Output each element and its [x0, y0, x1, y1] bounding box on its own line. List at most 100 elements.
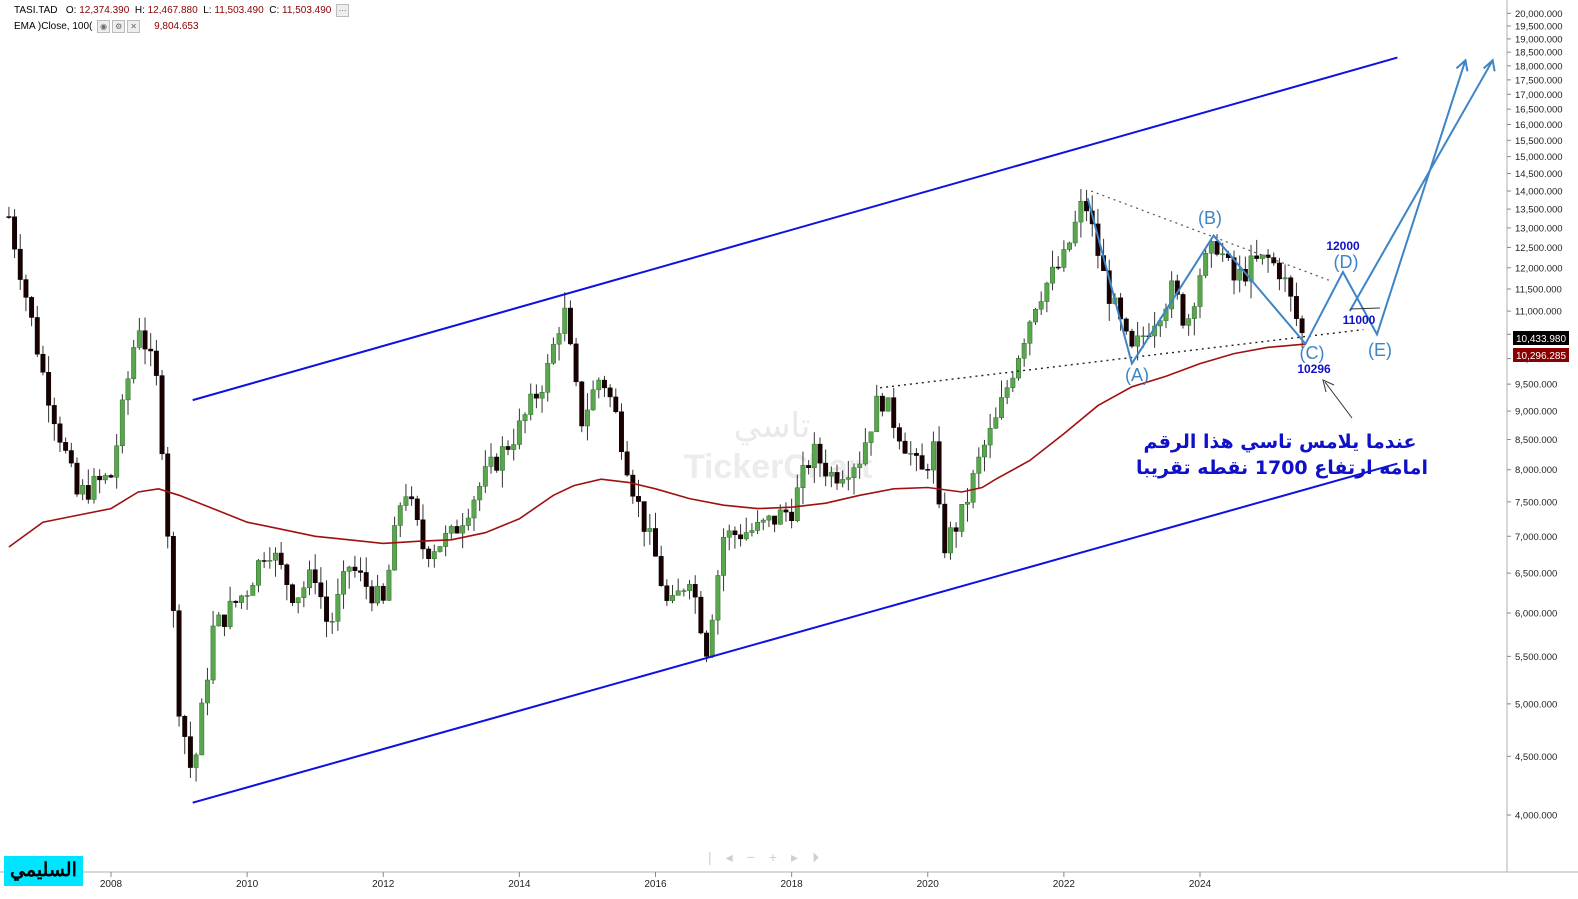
candle-body: [670, 595, 675, 601]
candle-body: [930, 441, 936, 471]
chart-navigation[interactable]: |◂−+▸⏵: [708, 849, 833, 866]
candle-body: [1231, 257, 1237, 281]
candle-body: [743, 532, 749, 540]
candle-body: [1203, 252, 1209, 276]
candle-body: [766, 515, 772, 521]
candle-body: [1135, 335, 1141, 347]
candle-body: [465, 517, 471, 526]
candle-body: [227, 600, 233, 627]
wave-label-e: (E): [1368, 340, 1392, 360]
candle-body: [1129, 330, 1135, 347]
candle-body: [335, 593, 341, 622]
candle-body: [1010, 377, 1016, 388]
time-tick-label: 2022: [1053, 879, 1076, 890]
candle-body: [284, 564, 290, 585]
candle-body: [153, 350, 159, 376]
candle-body: [1021, 343, 1027, 359]
zoom-out-icon[interactable]: −: [746, 849, 769, 865]
scroll-right-icon[interactable]: ▸: [791, 849, 813, 865]
more-icon[interactable]: ⋯: [336, 4, 350, 17]
candle-body: [692, 584, 698, 598]
candle-body: [970, 473, 976, 503]
candle-body: [834, 472, 840, 484]
candles-layer[interactable]: [6, 188, 1305, 782]
candle-body: [261, 560, 267, 562]
candle-body: [1186, 318, 1192, 326]
candle-body: [885, 397, 891, 412]
candle-body: [239, 595, 244, 603]
gear-icon[interactable]: ⚙: [112, 20, 126, 33]
candle-body: [312, 569, 318, 583]
wave-label-b: (B): [1198, 208, 1222, 228]
candle-body: [1254, 255, 1260, 259]
candle-body: [250, 585, 256, 596]
candle-body: [1140, 335, 1146, 338]
candle-body: [148, 348, 154, 352]
wave-label-c: (C): [1300, 343, 1325, 363]
candle-body: [1123, 318, 1129, 332]
candle-body: [193, 754, 199, 768]
candle-body: [760, 519, 766, 523]
price-tick-label: 13,000.000: [1515, 223, 1563, 234]
candle-body: [607, 387, 613, 398]
candle-body: [1067, 242, 1072, 250]
symbol-label: TASI.TAD: [14, 5, 58, 17]
price-tick-label: 13,500.000: [1515, 205, 1563, 216]
candle-body: [908, 453, 914, 455]
candle-body: [584, 409, 590, 427]
price-tick-label: 6,500.000: [1515, 569, 1557, 580]
candle-body: [471, 499, 477, 519]
candle-body: [879, 395, 885, 412]
price-axis[interactable]: 4,000.000 4,500.000 5,000.000 5,500.000 6,00…: [1506, 0, 1563, 872]
price-tick-label: 5,500.000: [1515, 652, 1557, 663]
candle-body: [273, 552, 278, 561]
scroll-end-icon[interactable]: ⏵: [812, 849, 834, 865]
price-tick-label: 14,000.000: [1515, 187, 1563, 198]
candle-body: [1078, 201, 1084, 223]
candle-body: [499, 446, 505, 471]
candle-body: [1191, 306, 1197, 319]
candle-body: [244, 595, 250, 597]
high-label: H:: [134, 5, 145, 17]
candle-body: [715, 575, 721, 621]
candle-body: [318, 582, 324, 598]
eye-icon[interactable]: ◉: [97, 20, 111, 33]
price-tick-label: 7,000.000: [1515, 532, 1557, 543]
candle-body: [533, 393, 539, 399]
candle-body: [68, 450, 74, 464]
candle-body: [630, 474, 636, 497]
candle-body: [114, 445, 120, 478]
close-icon[interactable]: ✕: [127, 20, 141, 33]
time-tick-label: 2016: [644, 879, 667, 890]
candle-body: [1208, 241, 1214, 254]
candle-body: [375, 585, 381, 604]
candle-body: [982, 444, 987, 458]
zoom-in-icon[interactable]: +: [768, 849, 792, 865]
candle-body: [324, 596, 329, 622]
open-value: 12,374.390: [79, 5, 130, 17]
wave-path: [1086, 59, 1467, 367]
scroll-start-icon[interactable]: |: [708, 849, 726, 865]
ema-legend-value: 9,804.653: [154, 21, 199, 33]
annotations-layer: (A) (B) (C) (D) (E) 12000 11000 10296 عن…: [1125, 208, 1428, 479]
time-axis[interactable]: 2008 2010 2012 2014 2016 2018 2020 2022 2024: [0, 871, 1578, 890]
candle-body: [862, 442, 868, 465]
candle-body: [80, 485, 86, 495]
candle-body: [34, 317, 40, 355]
price-tick-label: 8,500.000: [1515, 435, 1557, 446]
candle-body: [420, 519, 426, 550]
price-tick-label: 4,500.000: [1515, 752, 1557, 763]
candle-body: [590, 389, 596, 411]
candle-body: [256, 560, 261, 586]
candle-body: [936, 441, 942, 505]
scroll-left-icon[interactable]: ◂: [725, 849, 747, 865]
price-tick-label: 17,500.000: [1515, 75, 1563, 86]
candle-body: [17, 248, 23, 280]
candle-body: [187, 736, 193, 768]
ema-price-badge: 10,296.285: [1513, 348, 1569, 362]
drawings-layer[interactable]: [192, 56, 1496, 804]
candle-body: [301, 587, 307, 598]
candle-body: [176, 610, 182, 717]
